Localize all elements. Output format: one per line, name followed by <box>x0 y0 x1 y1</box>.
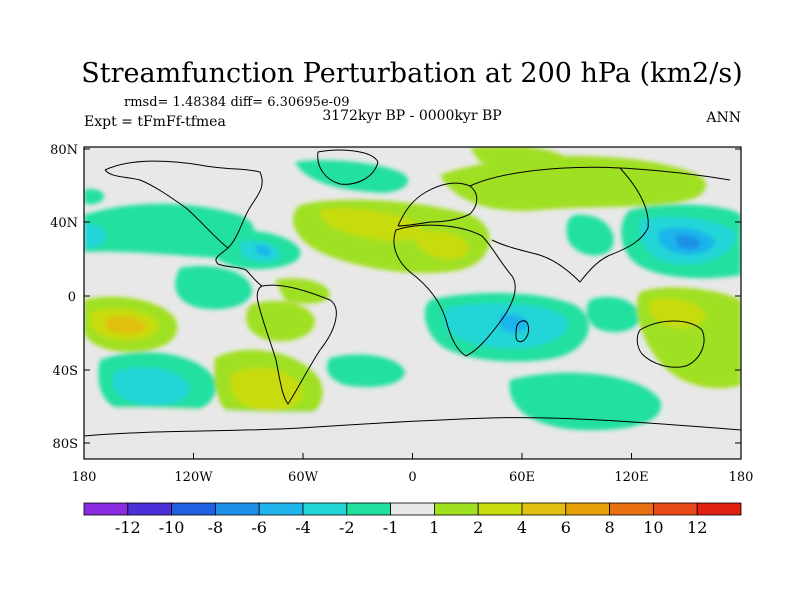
colorbar-swatch <box>127 502 173 516</box>
colorbar-swatch <box>653 502 698 516</box>
colorbar-label: -1 <box>383 518 399 537</box>
contour-band <box>320 208 423 242</box>
contour-band <box>586 296 640 333</box>
lon-tick-label: 180 <box>729 470 754 485</box>
colorbar-swatch <box>83 502 129 516</box>
contour-band <box>112 367 190 406</box>
colorbar-swatch <box>609 502 654 516</box>
colorbar-labels: -12 -10 -8 -6 -4 -2 -1 1 2 4 6 8 10 12 <box>115 518 707 537</box>
colorbar-label: -6 <box>251 518 267 537</box>
colorbar-swatch <box>477 502 523 516</box>
colorbar-swatch <box>302 502 348 516</box>
longitude-axis <box>83 453 742 459</box>
stats-line: rmsd= 1.48384 diff= 6.30695e-09 <box>124 95 350 110</box>
contour-fields <box>84 147 741 448</box>
contour-band <box>84 189 105 205</box>
contour-band <box>470 147 570 168</box>
contour-band <box>440 155 707 211</box>
colorbar-label: -2 <box>339 518 355 537</box>
lat-tick-label: 40N <box>50 216 78 231</box>
colorbar-swatch <box>346 502 391 516</box>
contour-band <box>84 224 106 248</box>
contour-band <box>509 372 662 431</box>
colorbar-swatch <box>171 502 216 516</box>
coastline-madagascar <box>515 320 529 343</box>
contour-band <box>649 298 706 328</box>
coastline-antarctica <box>84 417 741 437</box>
contour-band <box>175 266 252 310</box>
colorbar-swatch <box>521 502 567 516</box>
contour-band <box>295 160 409 193</box>
coastline-greenland <box>317 149 379 185</box>
coastline-south-america <box>256 284 337 405</box>
coastlines <box>84 149 741 437</box>
lon-tick-label: 180 <box>72 470 97 485</box>
period-label: 3172kyr BP - 0000kyr BP <box>322 108 501 124</box>
colorbar-label: 1 <box>429 518 439 537</box>
lat-tick-label: 80S <box>53 437 78 452</box>
chart-title: Streamfunction Perturbation at 200 hPa (… <box>81 58 742 89</box>
lat-tick-label: 80N <box>50 143 78 158</box>
contour-band <box>275 278 330 304</box>
experiment-label: Expt = tFmFf-tfmea <box>84 114 226 130</box>
lon-tick-label: 120W <box>174 470 213 485</box>
colorbar-label: 8 <box>605 518 615 537</box>
contour-band <box>415 230 469 260</box>
season-label: ANN <box>705 110 741 126</box>
coastline-europe <box>397 182 478 227</box>
contour-band <box>566 214 614 256</box>
contour-band <box>676 235 701 250</box>
contour-band <box>255 244 272 256</box>
colorbar <box>83 502 742 516</box>
latitude-axis <box>84 148 741 444</box>
colorbar-label: 6 <box>561 518 571 537</box>
colorbar-label: -12 <box>115 518 141 537</box>
coastline-australia <box>636 320 705 368</box>
colorbar-label: 12 <box>687 518 707 537</box>
colorbar-label: 4 <box>517 518 527 537</box>
contour-band <box>105 316 146 335</box>
colorbar-swatch <box>390 502 435 516</box>
lat-tick-label: 40S <box>53 364 78 379</box>
colorbar-label: -10 <box>159 518 185 537</box>
contour-band <box>246 300 316 342</box>
contour-band <box>84 407 500 448</box>
colorbar-swatch <box>433 502 479 516</box>
coastline-asia <box>469 166 731 283</box>
colorbar-swatch <box>565 502 610 516</box>
lon-tick-label: 60E <box>509 470 535 485</box>
colorbar-swatch <box>696 502 742 516</box>
coastline-north-america <box>104 160 263 287</box>
colorbar-label: -8 <box>208 518 224 537</box>
lon-tick-label: 0 <box>408 470 416 485</box>
map-area <box>83 146 742 460</box>
colorbar-label: -4 <box>295 518 311 537</box>
colorbar-swatch <box>258 502 304 516</box>
colorbar-label: 2 <box>473 518 483 537</box>
colorbar-label: 10 <box>643 518 663 537</box>
lon-tick-label: 120E <box>614 470 648 485</box>
contour-band <box>500 314 529 333</box>
lat-tick-label: 0 <box>68 290 76 305</box>
coastline-africa <box>393 224 516 357</box>
lon-tick-label: 60W <box>288 470 319 485</box>
colorbar-swatch <box>214 502 260 516</box>
contour-band <box>326 354 405 388</box>
contour-band <box>230 367 303 411</box>
